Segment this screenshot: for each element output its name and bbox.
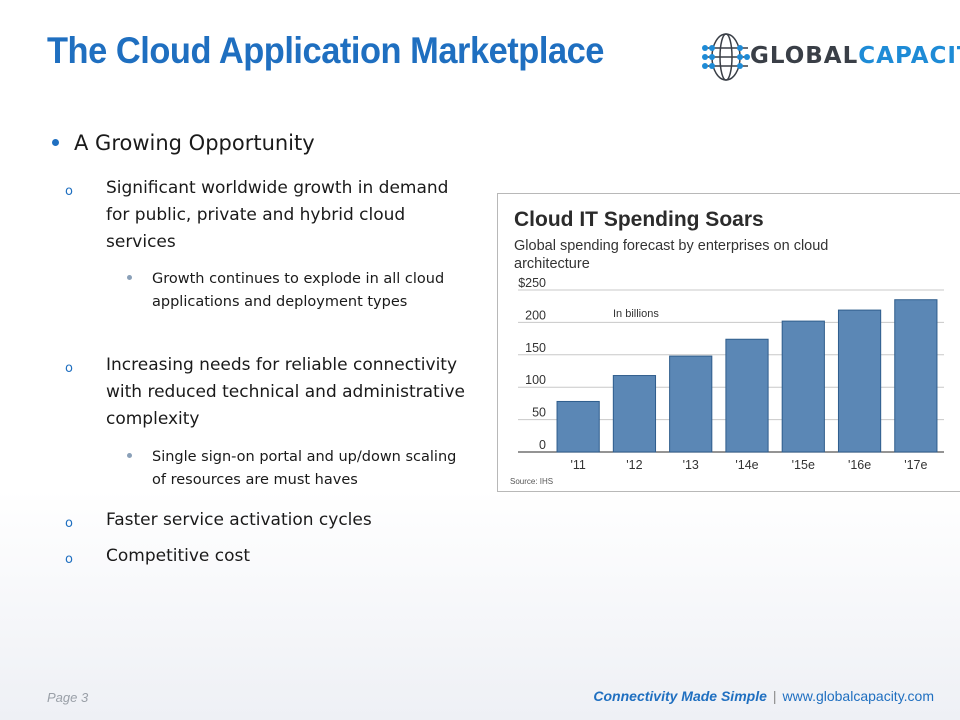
main-bullet-text: A Growing Opportunity [74, 131, 315, 155]
logo-globe-icon [702, 33, 750, 81]
chart-y-tick-label: 200 [525, 308, 546, 322]
chart-x-tick-label: '16e [848, 458, 871, 472]
chart-title: Cloud IT Spending Soars [514, 208, 764, 231]
chart-bar [781, 320, 825, 453]
chart-y-ticks: 0 50 100 150 200 $250 [518, 276, 546, 452]
page-number: Page 3 [47, 690, 89, 705]
chart-y-tick-label: 150 [525, 341, 546, 355]
chart-x-tick-label: '15e [792, 458, 815, 472]
circle-bullet-icon: o [65, 184, 73, 199]
chart-subtitle-line-1: Global spending forecast by enterprises … [514, 238, 828, 254]
chart-y-tick-label: 50 [532, 406, 546, 420]
circle-bullet-icon: o [65, 361, 73, 376]
sub-bullet-text: Increasing needs for reliable connectivi… [106, 355, 465, 429]
chart-units-annotation: In billions [613, 308, 659, 320]
chart-source-note: Source: IHS [510, 477, 553, 486]
footer-tagline: Connectivity Made Simple [593, 688, 767, 704]
dot-bullet-icon [127, 275, 132, 280]
chart-bar [612, 375, 657, 453]
footer-separator: | [772, 688, 777, 704]
chart-y-tick-label: 100 [525, 373, 546, 387]
chart-x-ticks: '11 '12 '13 '14e '15e '16e '17e [570, 458, 927, 472]
chart-x-tick-label: '12 [626, 458, 642, 472]
chart-x-tick-label: '17e [904, 458, 927, 472]
chart-x-tick-label: '13 [683, 458, 699, 472]
bullet-dot-icon [52, 139, 59, 146]
chart-bar [725, 338, 769, 453]
chart-bar [669, 355, 713, 453]
chart-bars [556, 299, 938, 453]
footer-tagline-area: Connectivity Made Simple | www.globalcapac… [593, 688, 934, 704]
circle-bullet-icon: o [65, 552, 73, 567]
sub-bullet-text: Faster service activation cycles [106, 510, 372, 530]
detail-bullet-text: Single sign-on portal and up/down scalin… [152, 449, 457, 488]
chart-image-frame: Cloud IT Spending Soars Global spending … [497, 193, 960, 492]
logo-text-global: GLOBAL [750, 43, 859, 69]
chart-x-tick-label: '11 [570, 458, 585, 472]
chart-bar [894, 299, 938, 453]
chart-bar [556, 400, 600, 453]
detail-bullet-text: Growth continues to explode in all cloud… [152, 271, 445, 310]
sub-bullet-text: Competitive cost [106, 546, 251, 566]
chart-y-tick-label: $250 [518, 276, 546, 290]
footer-url-link[interactable]: www.globalcapacity.com [782, 688, 934, 704]
chart-bar [837, 309, 882, 453]
circle-bullet-icon: o [65, 516, 73, 531]
sub-bullet-text: Significant worldwide growth in demand f… [106, 178, 449, 252]
chart-x-tick-label: '14e [735, 458, 758, 472]
company-logo: GLOBALCAPACITY [700, 28, 960, 86]
logo-text-capacity: CAPACITY [858, 43, 960, 69]
logo-wordmark: GLOBALCAPACITY [750, 43, 960, 69]
dot-bullet-icon [127, 453, 132, 458]
chart-subtitle-line-2: architecture [514, 256, 590, 272]
cloud-spending-chart: Cloud IT Spending Soars Global spending … [510, 208, 944, 486]
chart-y-tick-label: 0 [539, 438, 546, 452]
background-fade [0, 490, 960, 720]
slide-title: The Cloud Application Marketplace [47, 30, 604, 71]
